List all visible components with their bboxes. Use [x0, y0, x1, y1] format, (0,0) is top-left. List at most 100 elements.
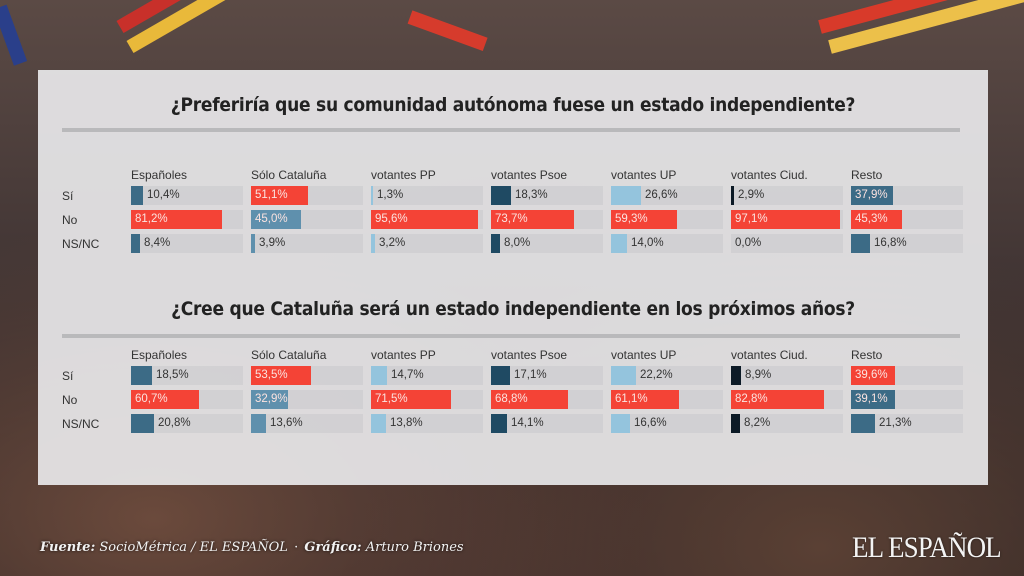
- bar: [491, 366, 510, 385]
- value-label: 45,3%: [855, 213, 888, 225]
- bar: [251, 234, 255, 253]
- value-label: 82,8%: [735, 393, 768, 405]
- group-header: Resto: [851, 348, 883, 362]
- value-label: 8,9%: [745, 369, 772, 381]
- question-title: ¿Cree que Cataluña será un estado indepe…: [171, 298, 855, 320]
- bar: [731, 186, 734, 205]
- graphic-label: Gráfico:: [304, 540, 362, 555]
- bar-track: 60,7%: [131, 390, 243, 409]
- bar: [491, 186, 511, 205]
- bar-track: 97,1%: [731, 210, 843, 229]
- value-label: 95,6%: [375, 213, 408, 225]
- bar-track: 16,8%: [851, 234, 963, 253]
- value-label: 8,0%: [504, 237, 531, 249]
- bar-track: 68,8%: [491, 390, 603, 409]
- flag-stripe: [407, 10, 488, 51]
- bar: [371, 210, 478, 229]
- row-label: No: [62, 393, 78, 407]
- group-header: votantes Ciud.: [731, 348, 808, 362]
- value-label: 13,6%: [270, 417, 303, 429]
- bar: [851, 234, 870, 253]
- bar-track: 0,0%: [731, 234, 843, 253]
- bar: [251, 390, 288, 409]
- value-label: 3,2%: [379, 237, 406, 249]
- value-label: 53,5%: [255, 369, 288, 381]
- bar-track: 39,6%: [851, 366, 963, 385]
- bar-track: 13,8%: [371, 414, 483, 433]
- group-header: votantes PP: [371, 348, 436, 362]
- flag-stripe: [0, 4, 28, 66]
- group-header: Sólo Cataluña: [251, 168, 327, 182]
- value-label: 8,4%: [144, 237, 171, 249]
- group-header: votantes PP: [371, 168, 436, 182]
- value-label: 8,2%: [744, 417, 771, 429]
- bar: [131, 390, 199, 409]
- row-label: NS/NC: [62, 237, 100, 251]
- bar-track: 59,3%: [611, 210, 723, 229]
- value-label: 3,9%: [259, 237, 286, 249]
- bar-track: 14,0%: [611, 234, 723, 253]
- value-label: 16,6%: [634, 417, 667, 429]
- bar-track: 39,1%: [851, 390, 963, 409]
- bar: [611, 390, 679, 409]
- bar: [731, 414, 740, 433]
- el-espanol-logo: EL ESPAÑOL: [852, 531, 1002, 564]
- bar: [251, 414, 266, 433]
- bar-track: 73,7%: [491, 210, 603, 229]
- value-label: 14,7%: [391, 369, 424, 381]
- bar: [371, 234, 375, 253]
- bar-track: 71,5%: [371, 390, 483, 409]
- bar-track: 61,1%: [611, 390, 723, 409]
- bar-track: 26,6%: [611, 186, 723, 205]
- bar: [131, 186, 143, 205]
- bar-track: 53,5%: [251, 366, 363, 385]
- value-label: 71,5%: [375, 393, 408, 405]
- bar: [251, 366, 311, 385]
- value-label: 51,1%: [255, 189, 288, 201]
- group-header: votantes Psoe: [491, 348, 568, 362]
- value-label: 0,0%: [735, 237, 762, 249]
- separator: ·: [294, 540, 299, 555]
- value-label: 61,1%: [615, 393, 648, 405]
- bar-track: 8,0%: [491, 234, 603, 253]
- bar-track: 13,6%: [251, 414, 363, 433]
- value-label: 97,1%: [735, 213, 768, 225]
- bar: [371, 414, 386, 433]
- value-label: 18,5%: [156, 369, 189, 381]
- group-header: votantes UP: [611, 168, 677, 182]
- value-label: 18,3%: [515, 189, 548, 201]
- value-label: 17,1%: [514, 369, 547, 381]
- value-label: 60,7%: [135, 393, 168, 405]
- value-label: 37,9%: [855, 189, 888, 201]
- group-header: Españoles: [131, 168, 188, 182]
- bar-track: 8,2%: [731, 414, 843, 433]
- bar-track: 3,2%: [371, 234, 483, 253]
- bar: [371, 390, 451, 409]
- value-label: 81,2%: [135, 213, 168, 225]
- group-header: votantes Psoe: [491, 168, 568, 182]
- group-header: Españoles: [131, 348, 188, 362]
- value-label: 39,6%: [855, 369, 888, 381]
- graphic-value: Arturo Briones: [365, 540, 464, 555]
- bar-track: 18,5%: [131, 366, 243, 385]
- bar-track: 16,6%: [611, 414, 723, 433]
- bar: [611, 210, 677, 229]
- source-label: Fuente:: [40, 540, 96, 555]
- bar-track: 8,9%: [731, 366, 843, 385]
- value-label: 73,7%: [495, 213, 528, 225]
- bar: [491, 210, 574, 229]
- question-title: ¿Preferiría que su comunidad autónoma fu…: [170, 94, 856, 116]
- bar: [851, 390, 895, 409]
- value-label: 21,3%: [879, 417, 912, 429]
- source-value: SocioMétrica / EL ESPAÑOL: [99, 540, 288, 555]
- value-label: 68,8%: [495, 393, 528, 405]
- bar-track: 14,7%: [371, 366, 483, 385]
- bar-track: 14,1%: [491, 414, 603, 433]
- bar-track: 51,1%: [251, 186, 363, 205]
- value-label: 10,4%: [147, 189, 180, 201]
- bar: [371, 186, 373, 205]
- group-header: votantes UP: [611, 348, 677, 362]
- bar: [131, 210, 222, 229]
- bar: [851, 186, 893, 205]
- bar-track: 20,8%: [131, 414, 243, 433]
